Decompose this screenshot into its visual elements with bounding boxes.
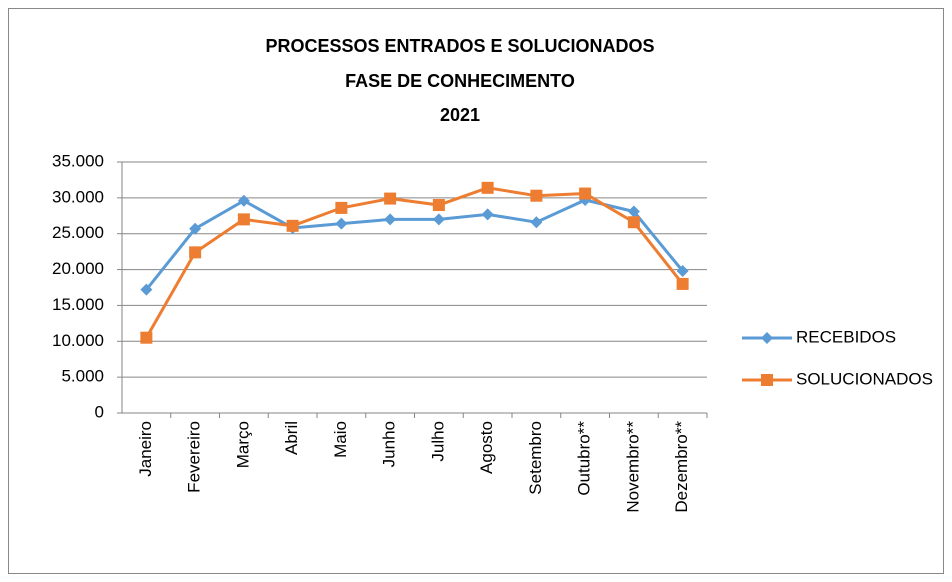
x-tick-label: Agosto xyxy=(477,421,496,474)
y-tick-label: 20.000 xyxy=(52,259,104,278)
x-tick-label: Dezembro** xyxy=(672,421,691,513)
marker xyxy=(335,201,348,214)
marker xyxy=(579,187,592,200)
legend-label: SOLUCIONADOS xyxy=(796,369,933,388)
y-tick-label: 5.000 xyxy=(61,367,104,386)
y-tick-label: 0 xyxy=(95,402,104,421)
chart-border xyxy=(8,8,944,574)
x-tick-label: Outubro** xyxy=(575,421,594,496)
x-tick-label: Março xyxy=(233,421,252,468)
series-line xyxy=(145,198,684,291)
x-tick-label: Setembro xyxy=(526,421,545,495)
y-tick-label: 30.000 xyxy=(52,187,104,206)
chart-title: PROCESSOS ENTRADOS E SOLUCIONADOS xyxy=(265,36,654,56)
marker xyxy=(189,246,202,259)
y-tick-label: 35.000 xyxy=(52,151,104,170)
x-tick-label: Maio xyxy=(331,421,350,458)
marker xyxy=(286,219,299,232)
y-tick-label: 25.000 xyxy=(52,223,104,242)
x-tick-label: Fevereiro xyxy=(185,421,204,493)
marker xyxy=(189,222,202,235)
x-tick-label: Junho xyxy=(380,421,399,467)
marker xyxy=(237,213,250,226)
x-tick-label: Janeiro xyxy=(136,421,155,477)
marker xyxy=(761,374,773,386)
x-tick-label: Novembro** xyxy=(623,421,642,513)
marker xyxy=(384,192,397,205)
marker xyxy=(481,208,494,221)
x-tick-label: Julho xyxy=(428,421,447,462)
marker xyxy=(627,205,640,218)
y-tick-label: 15.000 xyxy=(52,295,104,314)
marker xyxy=(140,283,153,296)
chart-title: FASE DE CONHECIMENTO xyxy=(345,71,575,91)
marker xyxy=(432,199,445,212)
chart-title: 2021 xyxy=(440,105,480,125)
marker xyxy=(384,213,397,226)
marker xyxy=(140,331,153,344)
marker xyxy=(432,213,445,226)
marker xyxy=(237,194,250,207)
marker xyxy=(335,217,348,230)
series-line xyxy=(145,186,684,339)
marker xyxy=(676,277,689,290)
marker xyxy=(676,265,689,278)
marker xyxy=(481,181,494,194)
marker xyxy=(530,216,543,229)
marker xyxy=(530,189,543,202)
marker xyxy=(761,332,773,344)
x-tick-label: Abril xyxy=(282,421,301,455)
y-tick-label: 10.000 xyxy=(52,331,104,350)
marker xyxy=(627,216,640,229)
legend-label: RECEBIDOS xyxy=(796,327,896,346)
